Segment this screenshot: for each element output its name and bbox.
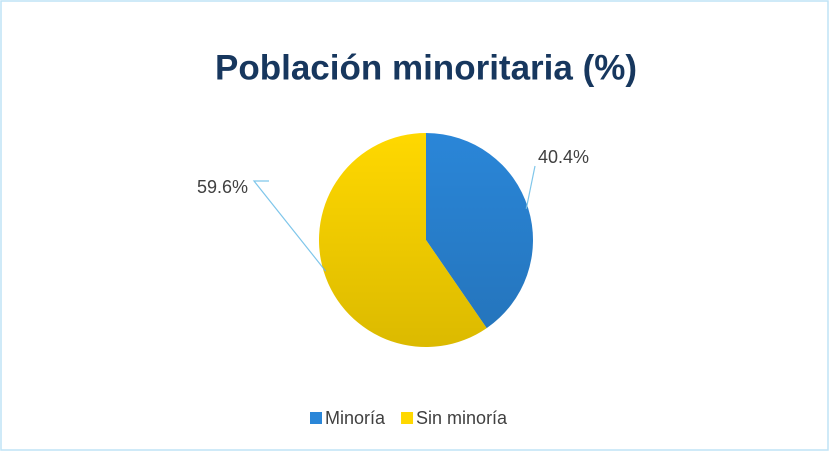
chart-title: Población minoritaria (%) [215, 48, 637, 87]
data-label: 40.4% [538, 147, 589, 167]
legend-label: Minoría [325, 408, 386, 428]
leader-line [252, 180, 327, 272]
data-label: 59.6% [197, 177, 248, 197]
legend-swatch [401, 412, 414, 424]
legend-swatch [310, 412, 322, 424]
legend-label: Sin minoría [416, 408, 508, 428]
